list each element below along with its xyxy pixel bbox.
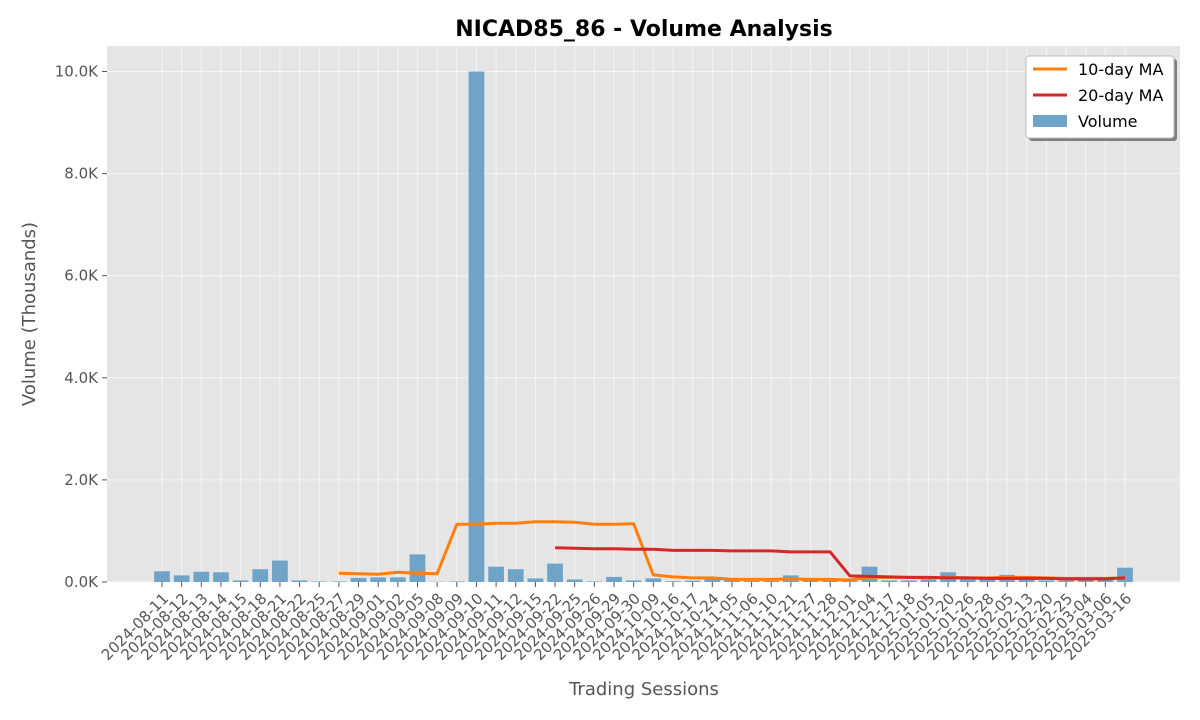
volume-bar [1097, 579, 1114, 582]
legend-label-20-day-ma: 20-day MA [1078, 86, 1163, 105]
y-axis-ticks: 0.0K 2.0K 4.0K 6.0K 8.0K 10.0K [55, 63, 107, 591]
volume-bar [763, 580, 780, 582]
volume-bar [173, 575, 190, 582]
volume-bar [979, 579, 996, 582]
x-axis-label: Trading Sessions [568, 679, 719, 700]
volume-bar [625, 580, 642, 582]
volume-bar [566, 579, 583, 582]
volume-bar [350, 577, 367, 582]
volume-bar [1018, 579, 1035, 582]
20-day-ma-line [555, 546, 1126, 581]
volume-bar [1117, 567, 1133, 582]
y-tick-label: 0.0K [64, 573, 99, 591]
volume-bar [959, 578, 976, 582]
volume-bar [684, 580, 701, 582]
volume-bar [331, 581, 347, 582]
volume-bar [547, 563, 563, 582]
volume-bar [193, 571, 210, 582]
volume-bar [881, 580, 898, 582]
legend-label-volume: Volume [1078, 112, 1138, 131]
volume-bar [272, 560, 288, 582]
y-tick-label: 10.0K [55, 63, 99, 81]
volume-bar [527, 578, 544, 582]
volume-bar [370, 577, 387, 582]
y-axis-label: Volume (Thousands) [19, 222, 40, 406]
legend-label-10-day-ma: 10-day MA [1078, 60, 1163, 79]
volume-bar [861, 566, 878, 582]
moving-average-lines [338, 520, 1126, 582]
volume-bar [389, 577, 406, 582]
volume-bar [291, 580, 308, 582]
volume-bar [1058, 580, 1074, 582]
volume-bar [468, 71, 485, 583]
volume-bar [232, 580, 249, 582]
y-tick-label: 6.0K [64, 267, 99, 285]
volume-bar [743, 580, 760, 582]
volume-bar [409, 554, 426, 582]
volume-bar [920, 579, 937, 582]
x-axis-ticks: 2024-08-112024-08-122024-08-132024-08-14… [98, 582, 1135, 664]
volume-bar [252, 569, 269, 582]
y-tick-label: 4.0K [64, 369, 99, 387]
volume-bar [665, 581, 681, 582]
volume-bar [822, 580, 839, 582]
volume-bar [586, 581, 603, 582]
volume-bar [645, 578, 662, 582]
volume-bar [213, 572, 229, 582]
volume-bar [488, 566, 504, 582]
volume-bar [1038, 580, 1055, 582]
legend: 10-day MA 20-day MA Volume [1025, 55, 1177, 141]
volume-bar [311, 581, 328, 582]
volume-bar [704, 578, 721, 582]
y-tick-label: 2.0K [64, 471, 99, 489]
volume-bar [1077, 579, 1094, 582]
volume-bar [606, 576, 622, 582]
volume-bar [507, 569, 524, 582]
volume-bar [900, 580, 917, 582]
volume-bar [154, 571, 170, 582]
legend-swatch-volume [1033, 115, 1067, 127]
y-tick-label: 8.0K [64, 165, 99, 183]
chart-title: NICAD85_86 - Volume Analysis [455, 17, 833, 42]
volume-bar [448, 581, 465, 582]
plot-area [107, 46, 1180, 582]
